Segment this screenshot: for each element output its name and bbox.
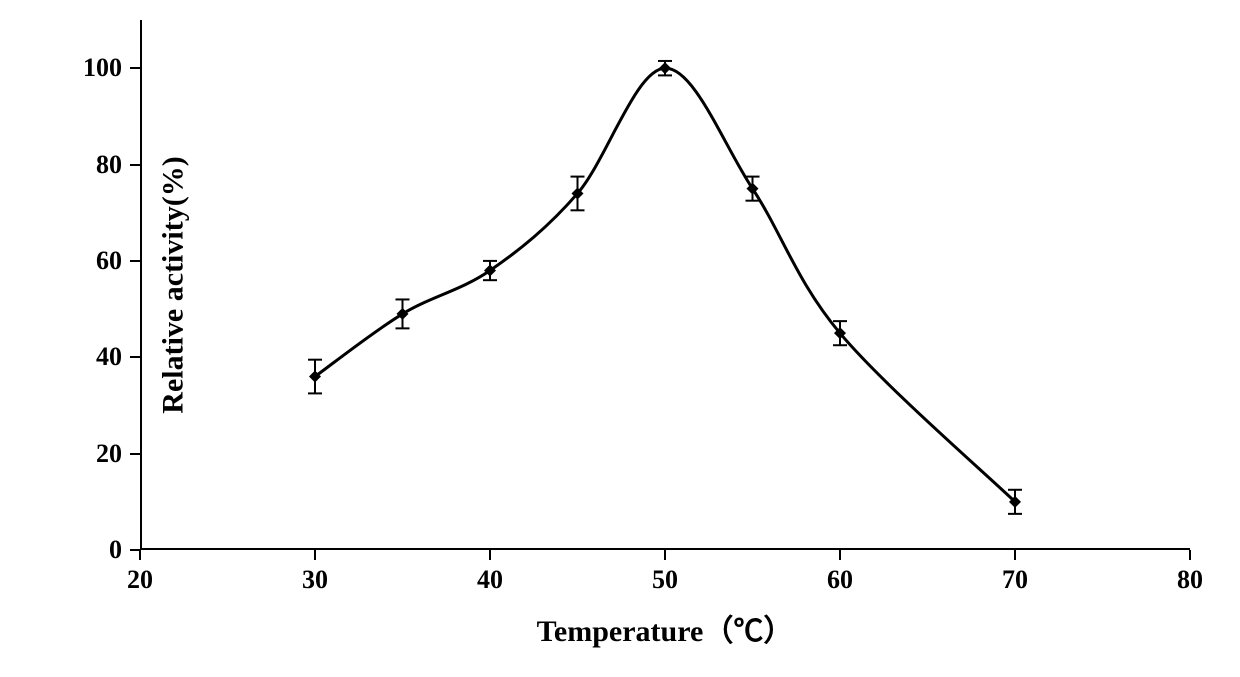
y-tick-label: 40 <box>96 342 122 372</box>
data-layer <box>140 20 1190 550</box>
x-axis-label: Temperature（℃） <box>537 606 794 650</box>
x-tick-label: 20 <box>127 565 153 595</box>
y-tick-label: 20 <box>96 439 122 469</box>
x-tick <box>839 550 841 560</box>
x-tick-label: 70 <box>1002 565 1028 595</box>
y-tick <box>130 356 140 358</box>
y-tick <box>130 453 140 455</box>
y-tick <box>130 164 140 166</box>
x-tick-label: 30 <box>302 565 328 595</box>
x-tick <box>314 550 316 560</box>
y-tick-label: 80 <box>96 150 122 180</box>
y-tick <box>130 67 140 69</box>
y-tick <box>130 260 140 262</box>
y-tick-label: 60 <box>96 246 122 276</box>
x-tick-label: 40 <box>477 565 503 595</box>
y-tick-label: 0 <box>109 535 122 565</box>
y-tick <box>130 549 140 551</box>
x-tick-label: 60 <box>827 565 853 595</box>
x-tick <box>664 550 666 560</box>
x-tick <box>1189 550 1191 560</box>
series-line <box>315 68 1015 502</box>
x-tick <box>489 550 491 560</box>
activity-chart: 20304050607080 020406080100 Temperature（… <box>0 0 1240 677</box>
data-marker <box>659 62 671 74</box>
x-tick <box>139 550 141 560</box>
y-tick-label: 100 <box>83 53 122 83</box>
x-tick-label: 50 <box>652 565 678 595</box>
x-tick-label: 80 <box>1177 565 1203 595</box>
plot-area: 20304050607080 020406080100 Temperature（… <box>140 20 1190 550</box>
x-tick <box>1014 550 1016 560</box>
